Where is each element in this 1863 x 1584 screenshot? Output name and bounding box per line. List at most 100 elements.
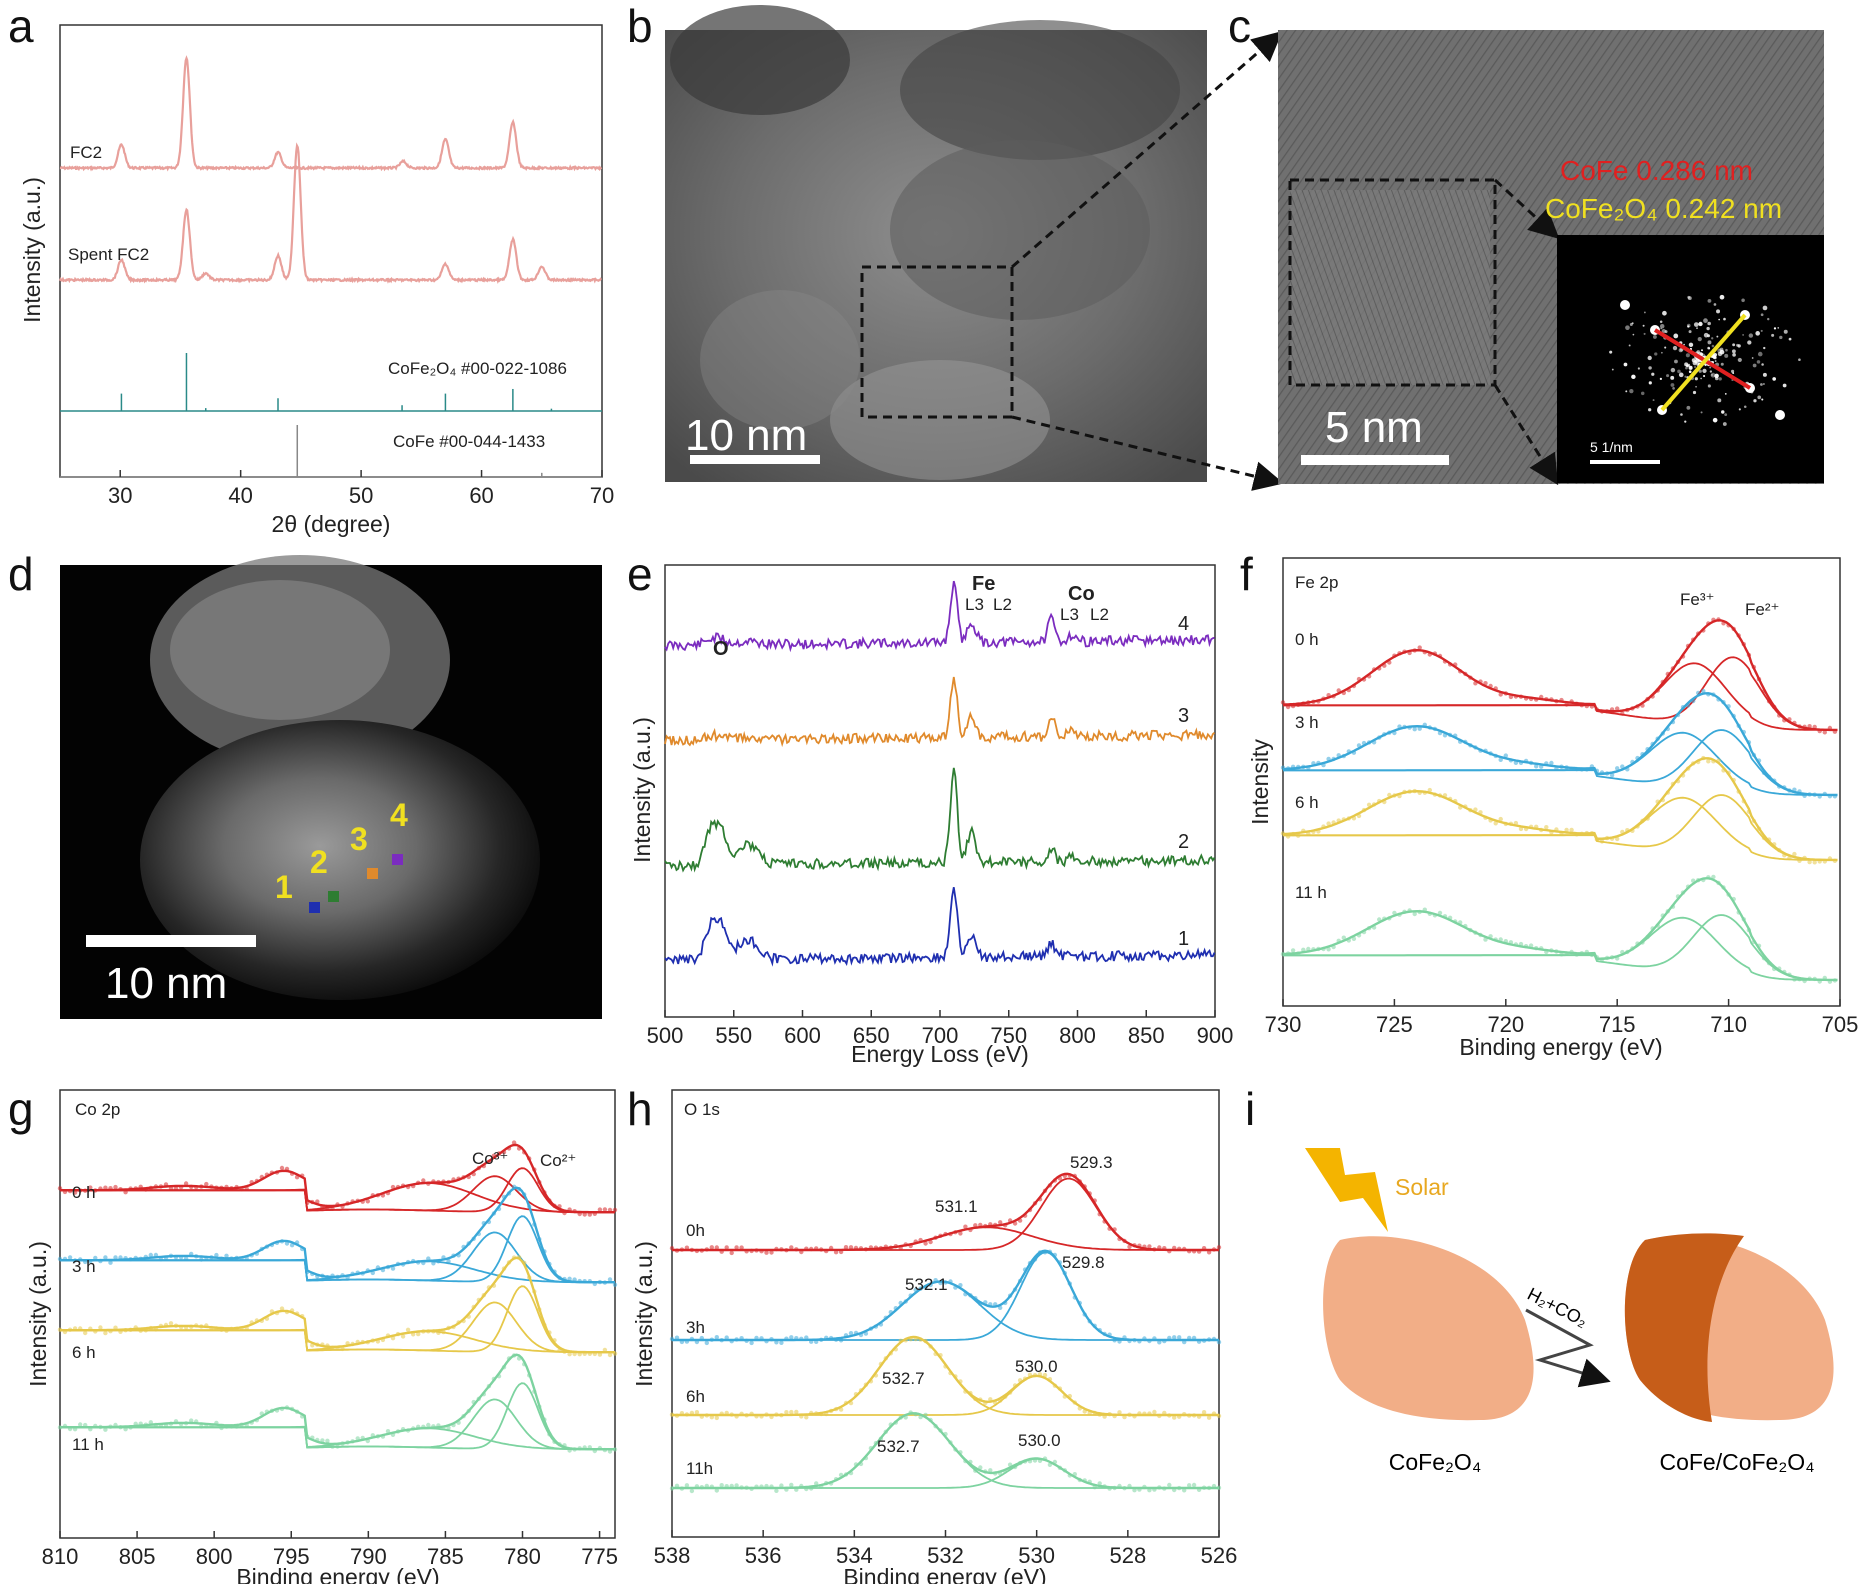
o1s-point: [779, 1483, 784, 1488]
eels-tick-label: 850: [1128, 1023, 1165, 1048]
co2p-envelope: [60, 1186, 615, 1284]
fe2p-point: [1691, 761, 1696, 766]
eels-series-line: [664, 676, 1216, 748]
co2p-point: [108, 1260, 113, 1265]
fe2p-point: [1447, 732, 1453, 738]
co2p-point: [294, 1409, 300, 1414]
co2p-point: [516, 1187, 522, 1192]
co3-label: Co³⁺: [472, 1149, 508, 1168]
o1s-point: [714, 1488, 719, 1493]
co2p-point: [491, 1283, 497, 1288]
co2p-point: [113, 1422, 118, 1428]
co2p-point: [178, 1324, 184, 1330]
o1s-point: [704, 1340, 709, 1346]
co2p-point: [289, 1171, 295, 1176]
fe2p-point: [1716, 697, 1721, 702]
fe2p-point: [1675, 894, 1681, 899]
fe2p-point: [1772, 842, 1777, 847]
co2p-point: [289, 1406, 295, 1412]
fft-spot: [1700, 377, 1702, 380]
co2p-point: [259, 1411, 264, 1416]
fft-spot: [1762, 372, 1767, 377]
co2p-point: [310, 1435, 315, 1440]
fe2p-point: [1701, 877, 1706, 883]
o1s-point: [1157, 1340, 1162, 1345]
fft-spot: [1762, 305, 1768, 311]
fft-spot: [1708, 347, 1711, 350]
fe2p-component: [1283, 796, 1838, 861]
fft-spot: [1779, 335, 1783, 340]
co2p-point: [446, 1325, 451, 1331]
co2p-envelope: [60, 1353, 615, 1451]
xrd-series-label-fc2: FC2: [70, 143, 102, 162]
fe2p-point: [1746, 652, 1752, 658]
fft-spot: [1763, 346, 1766, 350]
fe2p-component: [1283, 794, 1838, 861]
fe2p-point: [1290, 948, 1296, 953]
fe2p-point: [1523, 826, 1529, 832]
co2p-point: [310, 1271, 315, 1277]
eels-series-1: 1: [1178, 928, 1189, 950]
fe2p-point: [1412, 727, 1417, 732]
fe2p-point: [1377, 917, 1382, 922]
co2p-point: [289, 1308, 295, 1313]
co2p-point: [219, 1185, 224, 1191]
fe2p-point: [1498, 757, 1503, 762]
fe2p-point: [1726, 892, 1731, 897]
fe2p-point: [1518, 826, 1524, 832]
fe2p-point: [1711, 759, 1716, 764]
fe2p-point: [1544, 825, 1549, 830]
fe2p-point: [1680, 890, 1686, 895]
fe2p-point: [1321, 824, 1326, 829]
co2p-point: [234, 1184, 239, 1190]
fe2p-point: [1478, 679, 1483, 684]
fe2p-point: [1402, 909, 1407, 914]
fft-spot: [1711, 337, 1714, 340]
co2p-point: [194, 1323, 199, 1328]
o1s-point: [848, 1245, 854, 1250]
fft-spot: [1714, 373, 1719, 379]
co2p-series-0h: 0 h: [72, 1183, 96, 1202]
co2p-point: [582, 1212, 587, 1217]
co2p-point: [607, 1352, 613, 1358]
fft-spot: [1640, 391, 1645, 396]
fe2p-point: [1549, 697, 1554, 702]
fe2p-point: [1812, 860, 1817, 865]
fe2p-point: [1736, 789, 1741, 794]
fe2p-point: [1488, 934, 1493, 939]
fft-spot: [1643, 332, 1646, 335]
co2p-point: [83, 1330, 88, 1336]
co2p-point: [476, 1165, 481, 1171]
o1s-point: [1182, 1488, 1187, 1493]
o1s-point: [804, 1335, 809, 1340]
o1s-series-11h: 11h: [686, 1459, 713, 1478]
co2p-point: [183, 1325, 189, 1330]
o1s-point: [734, 1483, 739, 1488]
xrd-series-label-spent: Spent FC2: [68, 245, 149, 264]
co2p-point: [325, 1343, 330, 1348]
co2p-point: [103, 1255, 108, 1260]
co2p-point: [416, 1331, 421, 1337]
fe2p-point: [1736, 910, 1741, 915]
o1s-point: [684, 1483, 690, 1488]
co2p-point: [511, 1140, 517, 1145]
fe2p-point: [1498, 937, 1503, 942]
o1s-point: [724, 1335, 729, 1340]
fe2p-point: [1427, 911, 1433, 916]
co2p-point: [163, 1322, 169, 1328]
fft-spot: [1688, 330, 1692, 334]
co2p-point: [441, 1255, 446, 1260]
co2p-point: [67, 1255, 73, 1260]
co2p-point: [148, 1185, 153, 1191]
fe2p-point: [1311, 761, 1316, 766]
eels-co-l3: L3: [1060, 605, 1079, 624]
co2p-point: [183, 1181, 189, 1186]
xrd-tick-label: 40: [228, 483, 252, 508]
co2p-point: [501, 1266, 507, 1271]
fe2p-point: [1371, 802, 1377, 807]
eels-series-2: 2: [1178, 831, 1189, 853]
fe2p-point: [1437, 910, 1443, 916]
fft-spot: [1777, 327, 1780, 329]
co2p-point: [209, 1325, 214, 1331]
fe2p-point: [1701, 628, 1706, 633]
